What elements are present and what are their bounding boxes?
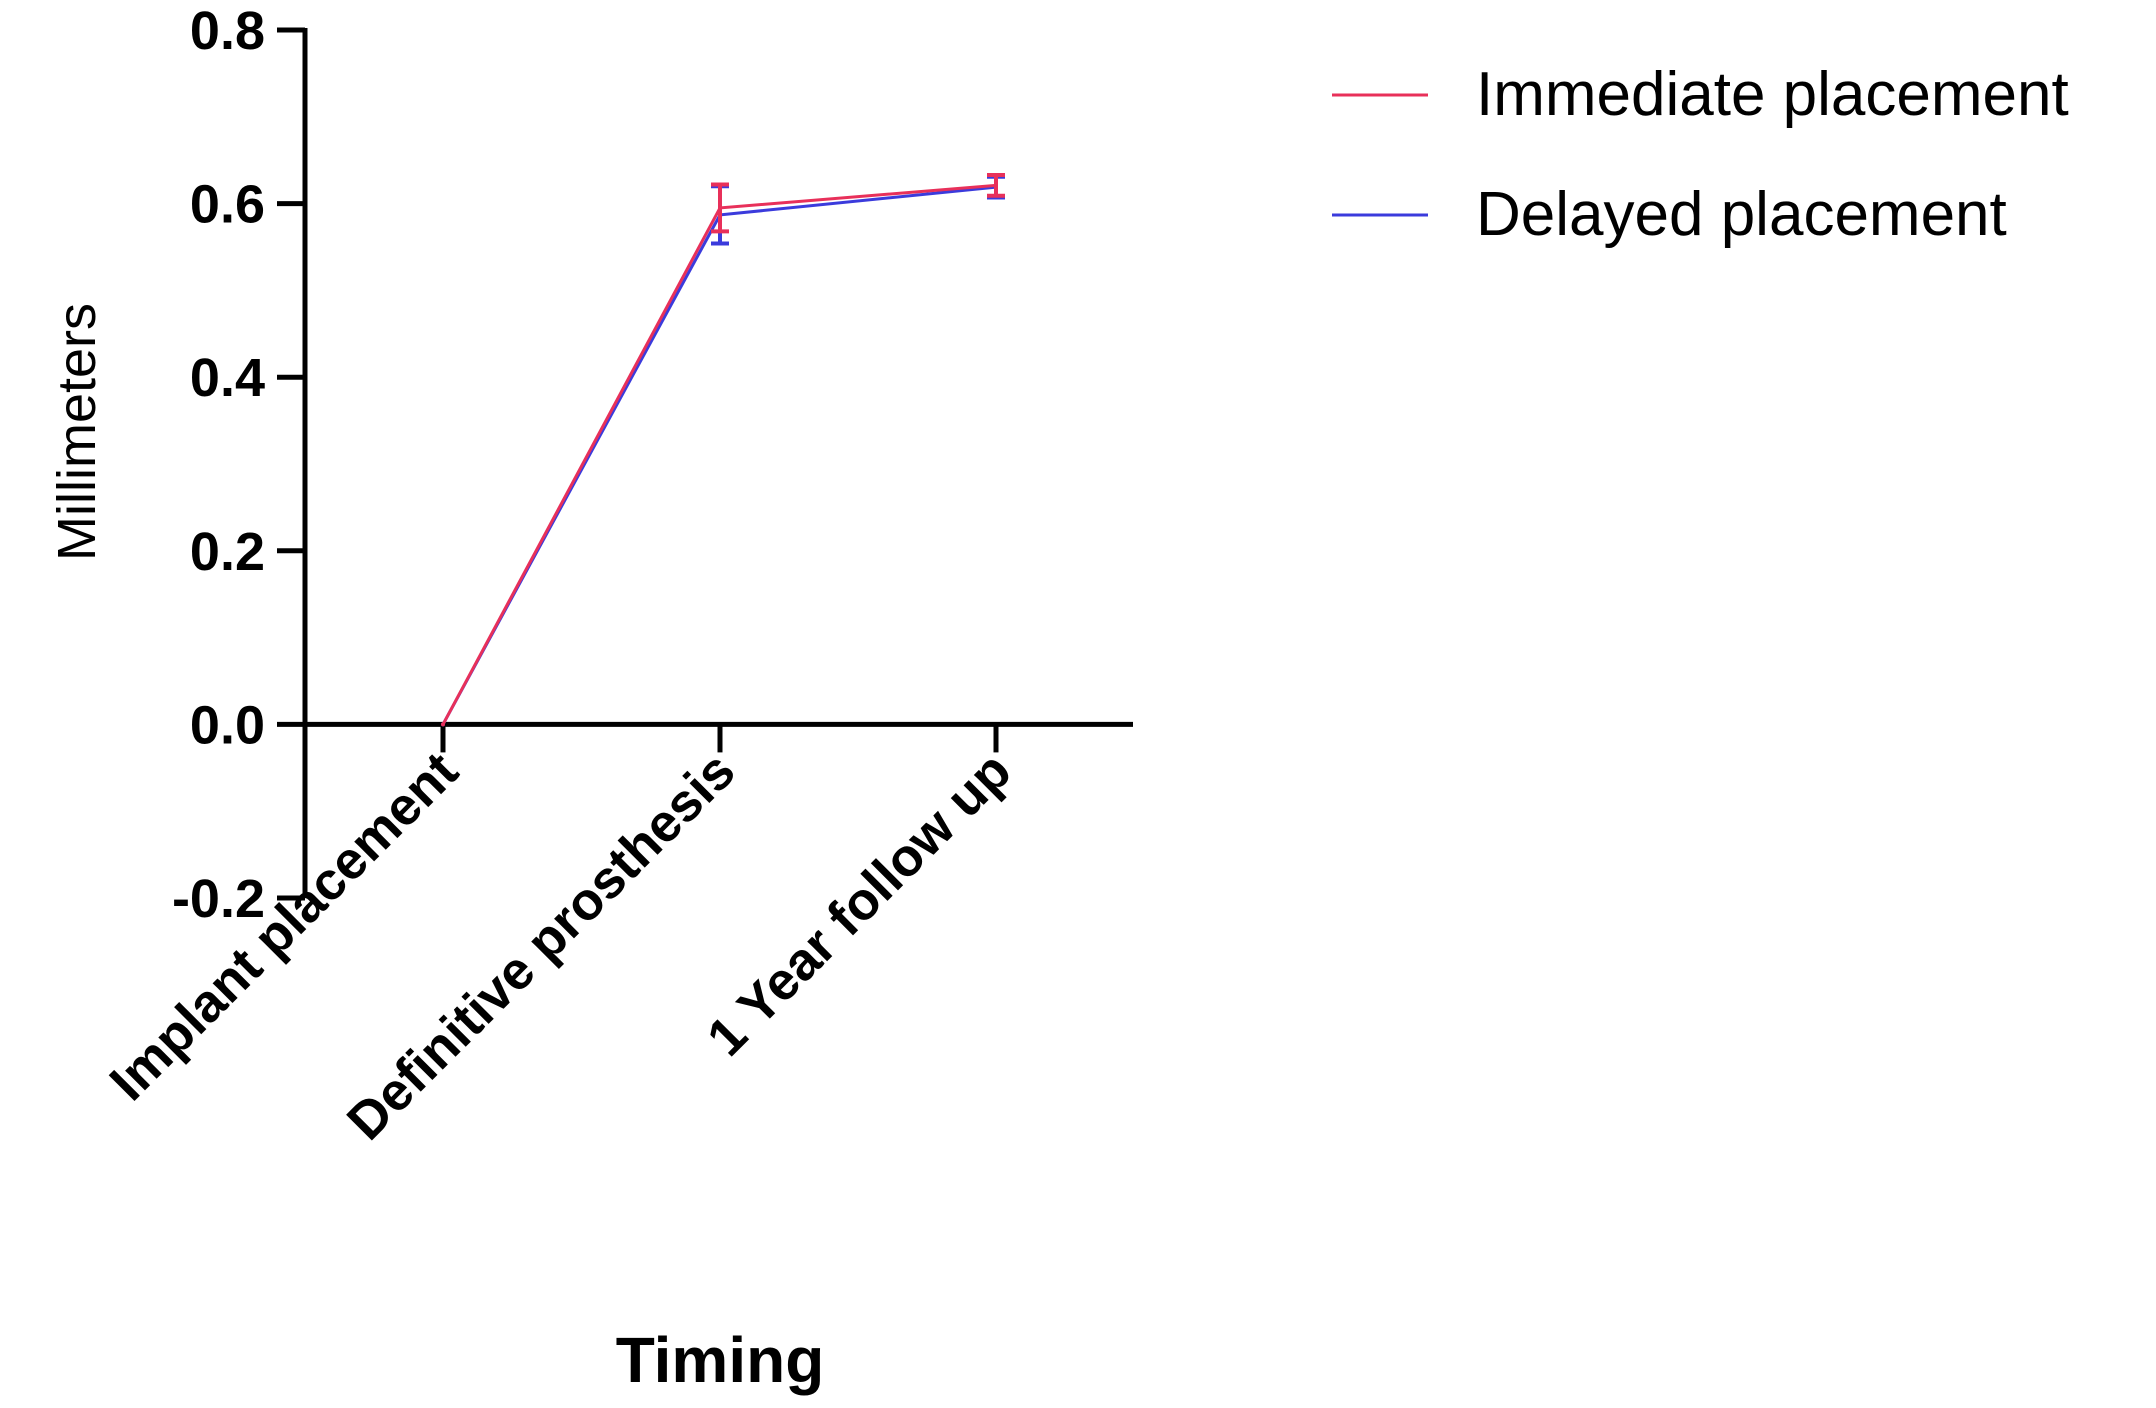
- legend: Immediate placement Delayed placement: [1332, 60, 2069, 249]
- x-tick-label: 1 Year follow up: [696, 741, 1022, 1067]
- data-point: [994, 183, 998, 188]
- y-tick-label: 0.0: [190, 695, 265, 755]
- series-layer: [441, 172, 1005, 727]
- legend-label: Delayed placement: [1476, 180, 2007, 249]
- series-line: [441, 183, 997, 726]
- y-tick-label: 0.2: [190, 522, 265, 582]
- y-tick-label: -0.2: [172, 869, 265, 929]
- data-point: [441, 722, 445, 727]
- y-tick-label: 0.8: [190, 1, 265, 61]
- y-tick-label: 0.4: [190, 348, 265, 408]
- y-axis-title: Millimeters: [47, 303, 107, 561]
- series-group: [441, 174, 1005, 727]
- series-line: [441, 185, 997, 726]
- series-group: [441, 172, 1005, 727]
- y-axis-ticks: -0.2 0.0 0.2 0.4 0.6 0.8: [172, 1, 305, 929]
- legend-label: Immediate placement: [1476, 60, 2069, 129]
- data-point: [718, 205, 722, 210]
- y-tick-label: 0.6: [190, 175, 265, 235]
- x-axis-title: Timing: [616, 1324, 825, 1396]
